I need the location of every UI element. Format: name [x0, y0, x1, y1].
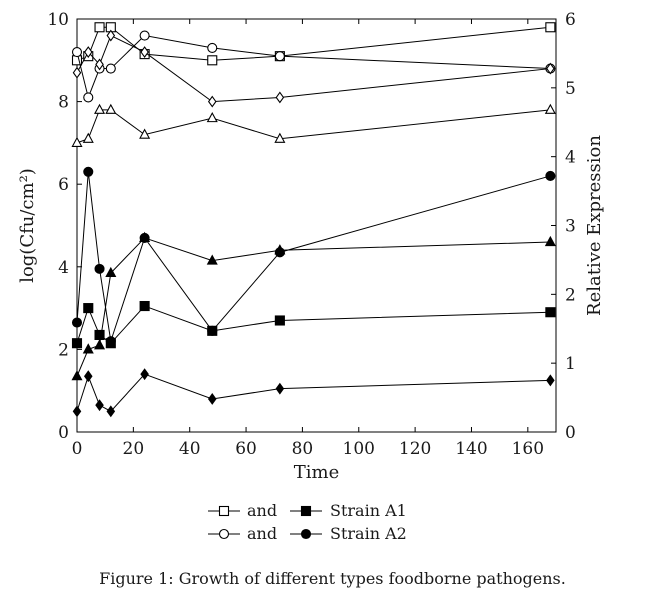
data-point-filled-diamond [140, 368, 149, 381]
data-point-filled-square [545, 307, 556, 318]
data-point-filled-triangle [82, 343, 94, 354]
data-point-open-triangle [139, 128, 151, 139]
plot-frame [76, 18, 557, 433]
data-point-filled-diamond [106, 405, 116, 418]
x-tick-label: 140 [455, 439, 487, 459]
data-point-open-circle [274, 51, 285, 62]
y-right-tick-label: 1 [565, 354, 576, 374]
data-point-open-diamond [83, 46, 93, 58]
series-line-open-circle [76, 34, 551, 100]
x-tick-label: 100 [343, 439, 375, 459]
data-point-filled-diamond [72, 405, 82, 418]
data-point-open-square [94, 22, 105, 33]
y-left-tick-label: 6 [58, 175, 69, 195]
y-right-tick-label: 4 [565, 148, 576, 168]
data-point-filled-triangle [94, 339, 106, 350]
data-point-open-diamond [275, 91, 285, 104]
data-point-open-diamond [546, 62, 555, 75]
x-tick-label: 20 [123, 439, 145, 459]
data-point-open-triangle [544, 103, 556, 114]
data-point-open-circle [83, 92, 94, 103]
y-right-tick-label: 2 [565, 285, 576, 305]
y-right-tick-label: 0 [565, 423, 576, 443]
data-point-open-triangle [94, 103, 106, 114]
data-point-filled-triangle [274, 244, 286, 255]
data-point-filled-diamond [275, 382, 285, 395]
data-point-filled-circle [94, 263, 105, 274]
data-point-open-triangle [82, 132, 94, 143]
data-point-open-diamond [207, 95, 217, 108]
y-right-axis-title: Relative Expression [584, 135, 605, 316]
legend-label-open: and [247, 524, 277, 543]
x-tick-label: 160 [512, 439, 544, 459]
x-tick-label: 40 [179, 439, 201, 459]
data-point-filled-circle [545, 170, 556, 181]
data-point-filled-diamond [83, 370, 93, 383]
data-point-open-circle [71, 46, 83, 58]
legend-marker-open-square [218, 505, 230, 517]
data-point-filled-square [94, 329, 105, 340]
legend-marker-filled-circle [300, 528, 312, 540]
data-point-filled-triangle [139, 231, 151, 242]
data-point-open-diamond [140, 46, 149, 58]
data-point-open-triangle [206, 111, 218, 123]
x-tick-label: 0 [72, 439, 83, 459]
data-point-filled-triangle [206, 254, 218, 265]
legend-marker-filled-square [300, 505, 312, 517]
data-point-open-square [545, 22, 556, 33]
data-point-open-triangle [274, 132, 286, 143]
data-point-open-diamond [106, 29, 116, 42]
y-right-tick-label: 3 [565, 217, 576, 237]
data-point-filled-diamond [207, 393, 217, 405]
y-left-axis-title: log(Cfu/cm²) [17, 168, 38, 283]
legend-label-open: and [247, 501, 277, 520]
data-point-filled-square [83, 303, 94, 314]
y-left-tick-label: 8 [58, 93, 69, 113]
data-point-filled-triangle [71, 370, 83, 381]
legend-label-filled: Strain A2 [330, 524, 407, 543]
series-line-filled-circle [76, 171, 551, 342]
data-point-open-triangle [105, 103, 117, 114]
data-point-open-diamond [95, 58, 104, 71]
data-point-filled-circle [207, 325, 218, 336]
data-point-open-triangle [71, 136, 83, 147]
y-left-tick-label: 4 [58, 258, 69, 278]
data-point-filled-circle [105, 336, 116, 347]
data-point-filled-square [71, 338, 83, 349]
series-line-filled-square [76, 305, 551, 344]
y-left-tick-label: 2 [58, 340, 69, 360]
data-point-filled-circle [71, 317, 83, 328]
y-right-tick-label: 6 [565, 10, 576, 30]
data-point-filled-diamond [95, 399, 104, 412]
y-left-tick-label: 0 [58, 423, 69, 443]
legend-marker-open-circle [218, 528, 230, 540]
data-point-open-circle [139, 30, 150, 41]
x-tick-label: 60 [235, 439, 257, 459]
data-point-open-circle [105, 63, 116, 74]
series-line-open-diamond [76, 34, 551, 103]
data-point-filled-triangle [544, 235, 556, 247]
data-point-filled-diamond [546, 374, 555, 387]
x-tick-label: 80 [292, 439, 314, 459]
figure-caption: Figure 1: Growth of different types food… [99, 569, 566, 588]
data-point-open-diamond [72, 66, 82, 79]
data-point-open-square [207, 55, 218, 66]
data-point-filled-triangle [105, 266, 117, 278]
x-axis-title: Time [294, 462, 339, 483]
data-point-filled-square [139, 300, 150, 312]
data-point-filled-circle [83, 166, 94, 177]
data-point-open-circle [207, 42, 218, 53]
x-tick-label: 120 [399, 439, 431, 459]
series-line-filled-diamond [76, 373, 551, 412]
y-left-tick-label: 10 [47, 10, 69, 30]
data-point-filled-square [274, 315, 285, 326]
y-right-tick-label: 5 [565, 79, 576, 99]
legend-label-filled: Strain A1 [330, 501, 407, 520]
series-line-open-triangle [76, 109, 551, 144]
